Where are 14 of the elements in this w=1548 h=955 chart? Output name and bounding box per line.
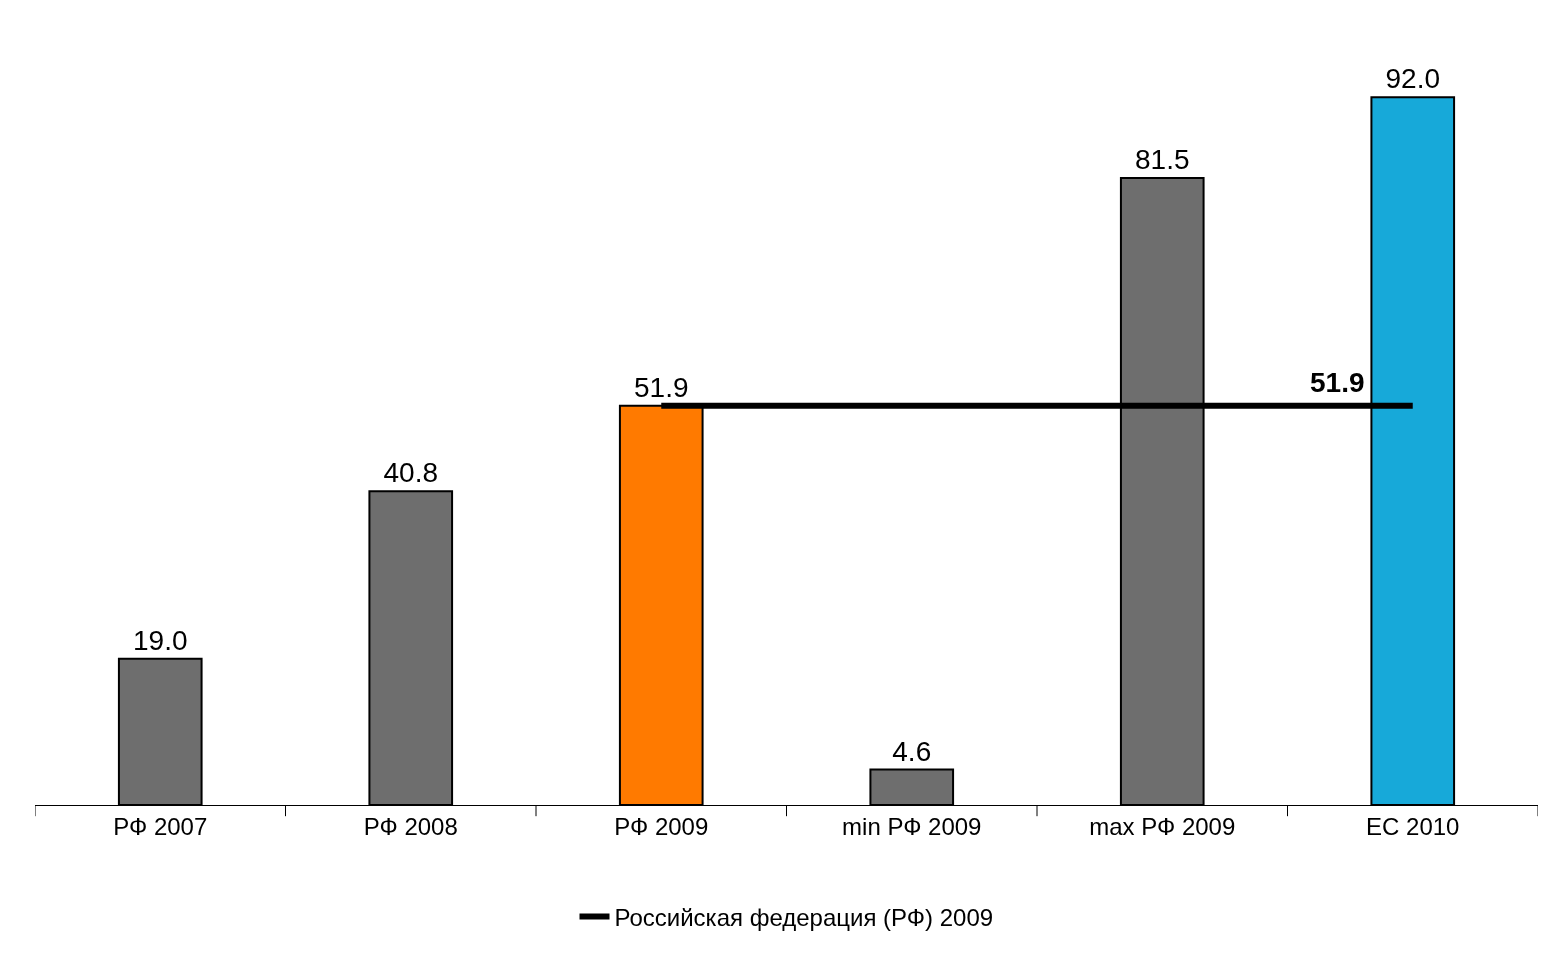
x-tick-label: max РФ 2009 (1089, 812, 1236, 840)
data-label: 81.5 (1135, 144, 1190, 176)
x-tick-label: РФ 2007 (113, 812, 208, 840)
data-label: 51.9 (1310, 367, 1365, 398)
data-label: 19.0 (133, 624, 188, 656)
data-label: 40.8 (383, 457, 438, 489)
data-label: 4.6 (892, 735, 932, 767)
x-tick-label: РФ 2009 (614, 812, 709, 840)
x-tick-label: min РФ 2009 (842, 812, 982, 840)
data-label: 92.0 (1385, 63, 1440, 95)
x-tick-label: РФ 2008 (363, 812, 458, 840)
data-label: 51.9 (634, 371, 689, 403)
legend-label: Российская федерация (РФ) 2009 (614, 903, 994, 931)
x-tick-label: ЕС 2010 (1366, 812, 1460, 840)
